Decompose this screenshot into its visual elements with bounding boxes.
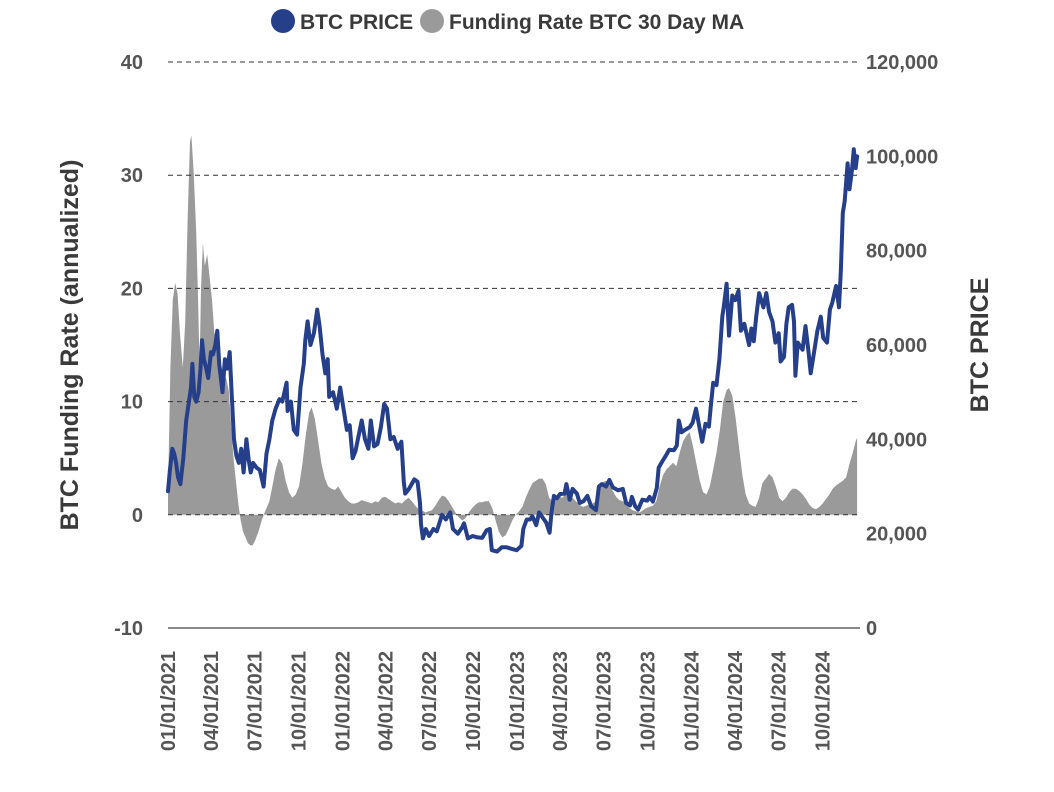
x-tick-label: 07/01/2024 bbox=[769, 650, 791, 751]
left-tick-label: 0 bbox=[132, 505, 143, 527]
x-tick-label: 10/01/2024 bbox=[813, 650, 835, 751]
x-tick-label: 04/01/2023 bbox=[550, 651, 572, 751]
legend-marker-btc-price bbox=[271, 9, 295, 33]
left-tick-label: -10 bbox=[114, 618, 143, 640]
x-tick-label: 10/01/2021 bbox=[289, 651, 311, 751]
x-tick-label: 07/01/2022 bbox=[419, 651, 441, 751]
x-tick-label: 10/01/2023 bbox=[638, 651, 660, 751]
right-tick-label: 120,000 bbox=[866, 52, 938, 74]
left-tick-label: 30 bbox=[121, 165, 143, 187]
x-tick-label: 04/01/2022 bbox=[376, 651, 398, 751]
x-tick-label: 07/01/2021 bbox=[245, 651, 267, 751]
left-tick-label: 10 bbox=[121, 392, 143, 414]
right-tick-label: 40,000 bbox=[866, 429, 927, 451]
legend: BTC PRICE Funding Rate BTC 30 Day MA bbox=[271, 9, 744, 34]
right-tick-label: 60,000 bbox=[866, 335, 927, 357]
legend-label-funding-rate: Funding Rate BTC 30 Day MA bbox=[449, 11, 744, 34]
x-tick-label: 07/01/2023 bbox=[594, 651, 616, 751]
x-tick-label: 04/01/2021 bbox=[201, 651, 223, 751]
axes: -10 0 10 20 30 40 0 20,000 40,000 60,000 80,000 100… bbox=[114, 52, 938, 751]
right-tick-label: 100,000 bbox=[866, 146, 938, 168]
x-tick-label: 01/01/2023 bbox=[507, 651, 529, 751]
right-tick-label: 20,000 bbox=[866, 524, 927, 546]
x-tick-label: 01/01/2021 bbox=[158, 651, 180, 751]
gridlines bbox=[168, 61, 860, 516]
x-tick-label: 10/01/2022 bbox=[463, 651, 485, 751]
legend-label-btc-price: BTC PRICE bbox=[300, 11, 413, 34]
funding-rate-layer bbox=[168, 135, 858, 546]
btc-price-layer bbox=[166, 147, 860, 554]
x-tick-label: 01/01/2022 bbox=[333, 651, 355, 751]
left-tick-label: 20 bbox=[121, 278, 143, 300]
left-axis-title: BTC Funding Rate (annualized) bbox=[56, 160, 84, 531]
right-tick-label: 80,000 bbox=[866, 241, 927, 263]
right-axis-title: BTC PRICE bbox=[966, 278, 994, 413]
x-tick-label: 04/01/2024 bbox=[725, 650, 747, 751]
left-tick-label: 40 bbox=[121, 52, 143, 74]
right-tick-label: 0 bbox=[866, 618, 877, 640]
x-tick-label: 01/01/2024 bbox=[682, 650, 704, 751]
funding-rate-area bbox=[168, 135, 858, 546]
legend-marker-funding-rate bbox=[420, 9, 444, 33]
btc-price-line bbox=[166, 147, 860, 554]
